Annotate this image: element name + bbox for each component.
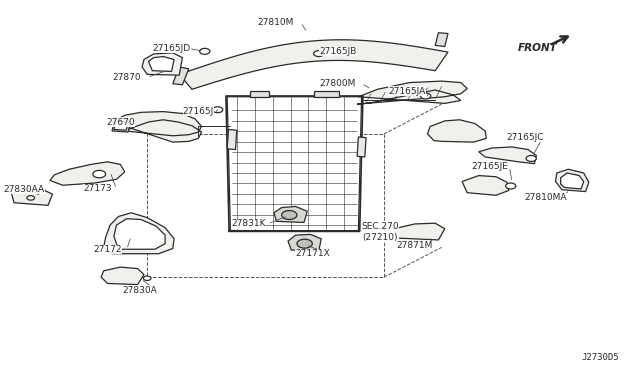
Polygon shape bbox=[428, 120, 486, 142]
Polygon shape bbox=[462, 176, 509, 195]
Circle shape bbox=[143, 276, 151, 280]
Text: 27165JD: 27165JD bbox=[152, 44, 191, 53]
Polygon shape bbox=[101, 267, 144, 285]
Text: SEC.270
(27210): SEC.270 (27210) bbox=[362, 222, 399, 242]
Polygon shape bbox=[112, 112, 202, 142]
Circle shape bbox=[200, 48, 210, 54]
Polygon shape bbox=[12, 189, 52, 205]
Polygon shape bbox=[112, 118, 131, 132]
Polygon shape bbox=[142, 53, 182, 75]
Text: 27810M: 27810M bbox=[257, 18, 293, 27]
Circle shape bbox=[314, 51, 324, 57]
Polygon shape bbox=[394, 223, 445, 240]
Polygon shape bbox=[173, 67, 189, 85]
Polygon shape bbox=[114, 121, 129, 130]
Text: 27670: 27670 bbox=[106, 118, 134, 126]
Text: 27165J: 27165J bbox=[183, 107, 214, 116]
Circle shape bbox=[297, 239, 312, 248]
Text: FRONT: FRONT bbox=[518, 43, 557, 52]
Polygon shape bbox=[556, 169, 589, 192]
Circle shape bbox=[282, 211, 297, 219]
Text: 27165JE: 27165JE bbox=[472, 162, 509, 171]
Text: 27871M: 27871M bbox=[397, 241, 433, 250]
Polygon shape bbox=[227, 97, 362, 231]
Circle shape bbox=[526, 155, 536, 161]
Text: 27171X: 27171X bbox=[295, 249, 330, 258]
Circle shape bbox=[506, 183, 516, 189]
Polygon shape bbox=[288, 234, 321, 251]
Polygon shape bbox=[357, 137, 366, 157]
Text: 27165JC: 27165JC bbox=[506, 133, 543, 142]
Polygon shape bbox=[114, 219, 165, 249]
Text: 27173: 27173 bbox=[83, 185, 111, 193]
Circle shape bbox=[212, 107, 223, 113]
Text: J2730D5: J2730D5 bbox=[582, 353, 620, 362]
Polygon shape bbox=[148, 57, 174, 71]
Polygon shape bbox=[227, 129, 237, 150]
Circle shape bbox=[93, 170, 106, 178]
Polygon shape bbox=[104, 213, 174, 254]
Polygon shape bbox=[274, 206, 307, 222]
Text: 27830AA: 27830AA bbox=[4, 185, 45, 194]
Text: 27165JB: 27165JB bbox=[319, 47, 356, 56]
Text: 27831K: 27831K bbox=[231, 219, 266, 228]
Polygon shape bbox=[479, 147, 536, 164]
Text: 27800M: 27800M bbox=[320, 79, 356, 88]
Polygon shape bbox=[179, 40, 448, 89]
Circle shape bbox=[420, 93, 431, 99]
Text: 27830A: 27830A bbox=[122, 286, 157, 295]
Text: 27165JA: 27165JA bbox=[388, 87, 426, 96]
Text: 27870: 27870 bbox=[113, 73, 141, 82]
Text: 27172: 27172 bbox=[93, 245, 122, 254]
Polygon shape bbox=[250, 91, 269, 97]
Polygon shape bbox=[435, 33, 448, 46]
Text: 27810MA: 27810MA bbox=[524, 193, 566, 202]
Polygon shape bbox=[314, 91, 339, 97]
Polygon shape bbox=[50, 162, 125, 185]
Polygon shape bbox=[561, 173, 584, 189]
Circle shape bbox=[27, 196, 35, 200]
Polygon shape bbox=[357, 81, 467, 104]
